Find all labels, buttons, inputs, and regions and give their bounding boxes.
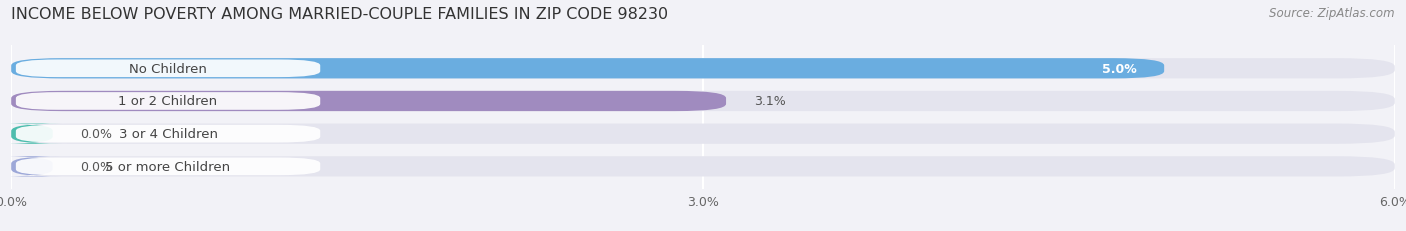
FancyBboxPatch shape — [11, 157, 1395, 177]
FancyBboxPatch shape — [11, 59, 1395, 79]
FancyBboxPatch shape — [15, 60, 321, 78]
Text: 0.0%: 0.0% — [80, 128, 112, 140]
Text: No Children: No Children — [129, 63, 207, 76]
FancyBboxPatch shape — [15, 93, 321, 110]
FancyBboxPatch shape — [11, 59, 1164, 79]
FancyBboxPatch shape — [1, 124, 62, 144]
Text: 0.0%: 0.0% — [80, 160, 112, 173]
FancyBboxPatch shape — [15, 158, 321, 175]
Text: INCOME BELOW POVERTY AMONG MARRIED-COUPLE FAMILIES IN ZIP CODE 98230: INCOME BELOW POVERTY AMONG MARRIED-COUPL… — [11, 7, 668, 22]
FancyBboxPatch shape — [11, 91, 1395, 112]
Text: 3 or 4 Children: 3 or 4 Children — [118, 128, 218, 140]
Text: 5 or more Children: 5 or more Children — [105, 160, 231, 173]
Text: 1 or 2 Children: 1 or 2 Children — [118, 95, 218, 108]
Text: Source: ZipAtlas.com: Source: ZipAtlas.com — [1270, 7, 1395, 20]
FancyBboxPatch shape — [15, 125, 321, 143]
Text: 5.0%: 5.0% — [1102, 63, 1136, 76]
FancyBboxPatch shape — [11, 124, 1395, 144]
Text: 3.1%: 3.1% — [754, 95, 786, 108]
FancyBboxPatch shape — [1, 157, 62, 177]
FancyBboxPatch shape — [11, 91, 725, 112]
